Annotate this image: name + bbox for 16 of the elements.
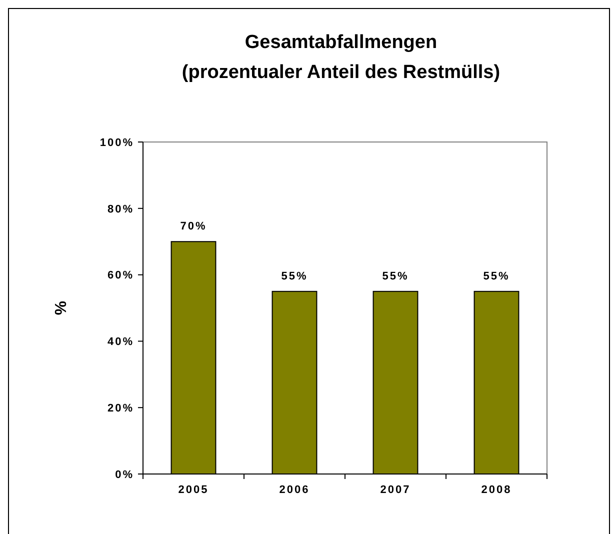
y-tick-label: 60% xyxy=(107,270,134,282)
data-label: 55% xyxy=(483,270,510,282)
x-tick-label: 2007 xyxy=(380,484,411,496)
data-label: 55% xyxy=(382,270,409,282)
y-tick-label: 40% xyxy=(107,336,134,348)
chart-title: Gesamtabfallmengen (prozentualer Anteil des Restmülls) xyxy=(182,32,500,83)
x-tick-label: 2006 xyxy=(279,484,310,496)
y-tick-label: 20% xyxy=(107,402,134,414)
data-label: 70% xyxy=(180,220,207,233)
y-axis-title: % xyxy=(53,300,70,316)
data-label: 55% xyxy=(281,270,308,282)
y-tick-label: 0% xyxy=(115,468,134,481)
x-tick-label: 2008 xyxy=(481,484,512,496)
y-tick-label: 80% xyxy=(107,203,134,216)
y-tick-label: 100% xyxy=(100,136,134,149)
x-tick-label: 2005 xyxy=(178,484,209,496)
